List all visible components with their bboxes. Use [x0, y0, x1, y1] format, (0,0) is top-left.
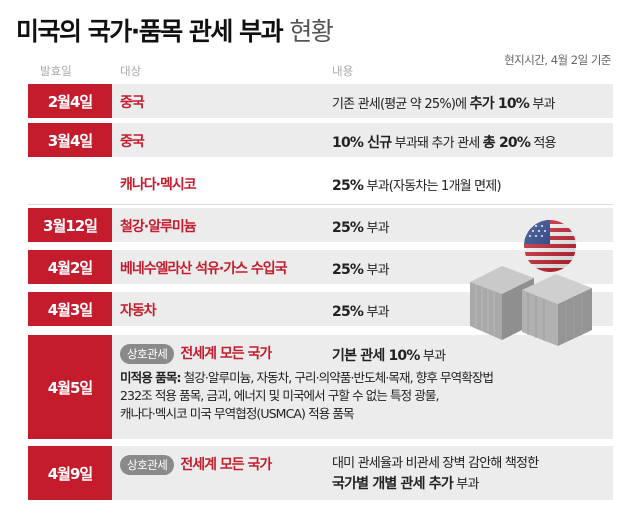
page-title: 미국의 국가·품목 관세 부과 현황: [16, 17, 334, 46]
row-content: 25% 부과: [332, 262, 390, 278]
exempt-items-note: 미적용 품목: 철강·알루미늄, 자동차, 구리·의약품·반도체·목재, 향후 …: [120, 370, 494, 421]
row-content: 10% 신규 부과돼 추가 관세 총 20% 적용: [332, 135, 557, 151]
table-row: 3월12일 철강·알루미늄 25% 부과: [28, 208, 613, 242]
row-content: 대미 관세율과 비관세 장벽 감안해 책정한 국가별 개별 관세 추가 부과: [332, 456, 539, 492]
row-date: 4월9일: [28, 446, 112, 500]
row-target: 중국: [120, 95, 145, 111]
row-target: 베네수엘라산 석유·가스 수입국: [120, 261, 288, 277]
table-row: 2월4일 중국 기존 관세(평균 약 25%)에 추가 10% 부과: [28, 84, 613, 118]
row-date: 3월4일: [28, 123, 112, 157]
shipping-container-icon: [522, 274, 592, 346]
column-header-target: 대상: [120, 64, 142, 78]
row-date: 3월12일: [28, 208, 112, 242]
row-content: 기존 관세(평균 약 25%)에 추가 10% 부과: [332, 96, 555, 112]
column-header-content: 내용: [332, 64, 354, 78]
containers-flag-illustration: [470, 220, 592, 346]
row-target: 중국: [120, 134, 145, 150]
row-date: 2월4일: [28, 84, 112, 118]
row-target: 캐나다·멕시코: [120, 177, 197, 193]
row-content: 25% 부과: [332, 220, 390, 236]
row-content: 25% 부과(자동차는 1개월 면제): [332, 178, 502, 194]
row-target: 자동차: [120, 303, 157, 319]
row-target: 철강·알루미늄: [120, 219, 197, 235]
table-row: 3월4일 중국 10% 신규 부과돼 추가 관세 총 20% 적용: [28, 123, 613, 157]
table-row: 캐나다·멕시코 25% 부과(자동차는 1개월 면제): [28, 162, 613, 202]
row-content: 25% 부과: [332, 304, 390, 320]
source-note: 현지시간, 4월 2일 기준: [504, 53, 611, 67]
row-date: 4월3일: [28, 292, 112, 326]
table-row: 4월5일 상호관세 전세계 모든 국가 기본 관세 10% 부과 미적용 품목: …: [28, 335, 613, 439]
row-date: 4월2일: [28, 250, 112, 284]
title-suffix: 현황: [289, 17, 334, 46]
row-content: 기본 관세 10% 부과: [332, 348, 446, 364]
divider: [28, 204, 613, 205]
row-date: 4월5일: [28, 335, 112, 439]
row-target: 상호관세 전세계 모든 국가: [120, 454, 272, 475]
table-row: 4월9일 상호관세 전세계 모든 국가 대미 관세율과 비관세 장벽 감안해 책정…: [28, 446, 613, 500]
us-flag-globe-icon: [524, 220, 576, 272]
reciprocal-tariff-badge: 상호관세: [120, 455, 175, 475]
row-target: 상호관세 전세계 모든 국가: [120, 343, 272, 364]
column-header-date: 발효일: [40, 64, 72, 78]
reciprocal-tariff-badge: 상호관세: [120, 344, 175, 364]
